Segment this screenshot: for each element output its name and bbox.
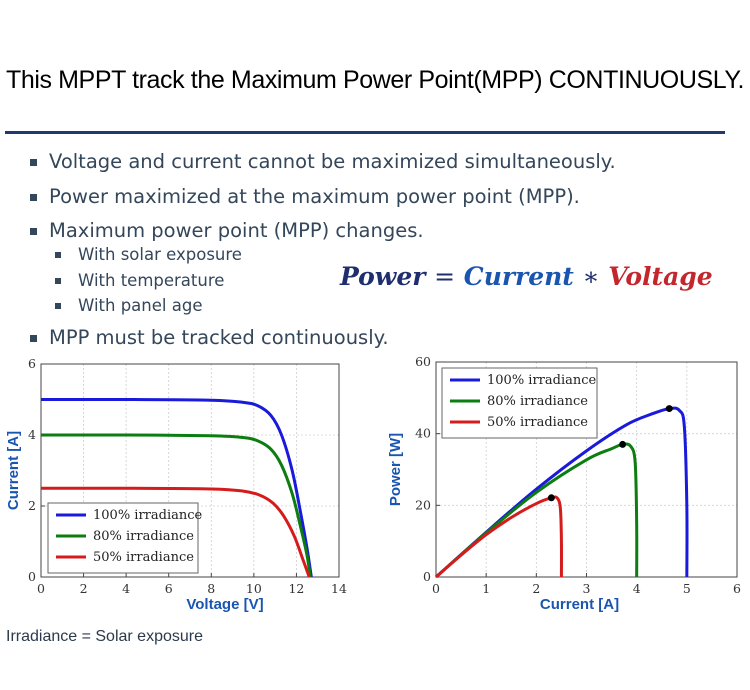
- x-tick-label: 2: [532, 581, 540, 596]
- sub-bullet-item: With temperature: [55, 268, 242, 294]
- mpp-point: [547, 494, 555, 502]
- y-tick-label: 0: [423, 569, 431, 584]
- plot-frame: [40, 363, 340, 578]
- legend-label: 50% irradiance: [93, 550, 194, 565]
- last-bullet-list: MPP must be tracked continuously.: [30, 321, 389, 355]
- footer-note: Irradiance = Solar exposure: [6, 628, 203, 645]
- x-tick-label: 5: [683, 581, 691, 596]
- slide-title: This MPPT track the Maximum Power Point(…: [5, 66, 745, 94]
- x-tick-label: 6: [165, 581, 173, 596]
- x-tick-label: 1: [482, 581, 490, 596]
- bullet-item: Voltage and current cannot be maximized …: [30, 145, 616, 180]
- y-tick-label: 0: [28, 569, 36, 584]
- sub-bullet-item: With solar exposure: [55, 242, 242, 268]
- power-equation: Power = Current ∗ Voltage: [340, 262, 713, 291]
- y-tick-label: 20: [415, 497, 431, 512]
- title-divider: [5, 131, 725, 134]
- sub-bullet-list: With solar exposure With temperature Wit…: [55, 242, 242, 319]
- x-tick-label: 0: [37, 581, 45, 596]
- y-tick-label: 4: [28, 427, 36, 442]
- x-tick-label: 0: [432, 581, 440, 596]
- x-axis-label: Current [A]: [540, 596, 619, 613]
- x-axis-label: Voltage [V]: [186, 596, 263, 613]
- series-line: [435, 442, 639, 579]
- x-tick-label: 4: [122, 581, 130, 596]
- series-line: [435, 495, 563, 579]
- mpp-point: [665, 405, 673, 413]
- legend-label: 80% irradiance: [487, 394, 588, 409]
- x-tick-label: 6: [733, 581, 741, 596]
- y-tick-label: 60: [415, 354, 431, 369]
- y-tick-label: 6: [28, 356, 36, 371]
- x-tick-label: 4: [633, 581, 641, 596]
- x-tick-label: 2: [80, 581, 88, 596]
- mpp-point: [619, 440, 627, 448]
- bullet-item: MPP must be tracked continuously.: [30, 321, 389, 355]
- legend-label: 100% irradiance: [93, 508, 203, 523]
- series-line: [40, 397, 313, 578]
- main-bullet-list: Voltage and current cannot be maximized …: [30, 145, 616, 249]
- series-line: [435, 406, 689, 579]
- x-tick-label: 3: [583, 581, 591, 596]
- y-axis-label: Current [A]: [5, 431, 22, 510]
- legend-label: 80% irradiance: [93, 529, 194, 544]
- series-line: [40, 486, 311, 578]
- y-tick-label: 2: [28, 498, 36, 513]
- iv-curve-chart: 0 2 4 6 8 10 12 14 0 2 4 6 Voltage [V] Current [A] 100…: [5, 356, 347, 613]
- equation-voltage: Voltage: [608, 262, 713, 291]
- equation-equals: =: [434, 262, 456, 291]
- y-tick-label: 40: [415, 426, 431, 441]
- bullet-item: Power maximized at the maximum power poi…: [30, 180, 616, 215]
- x-tick-label: 12: [288, 581, 304, 596]
- series-line: [40, 433, 312, 578]
- y-axis-label: Power [W]: [387, 433, 404, 506]
- legend-label: 100% irradiance: [487, 373, 597, 388]
- sub-bullet-item: With panel age: [55, 293, 242, 319]
- equation-multiply: ∗: [582, 262, 600, 291]
- x-tick-label: 14: [331, 581, 347, 596]
- equation-power: Power: [340, 262, 426, 291]
- legend-label: 50% irradiance: [487, 415, 588, 430]
- equation-current: Current: [463, 262, 574, 291]
- x-tick-label: 8: [207, 581, 215, 596]
- bullet-item: Maximum power point (MPP) changes.: [30, 214, 616, 249]
- x-tick-label: 10: [246, 581, 262, 596]
